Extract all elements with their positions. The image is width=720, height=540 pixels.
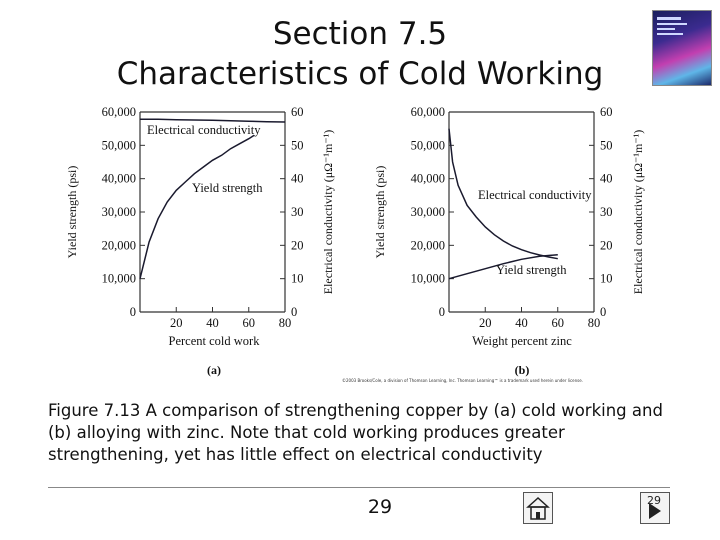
y-tick-label-left: 10,000 bbox=[102, 272, 136, 286]
ticks-a: 20 40 60 80010,00020,00030,00040,00050,0006… bbox=[102, 105, 304, 330]
y-tick-label-right: 60 bbox=[600, 105, 613, 119]
next-slide-button[interactable] bbox=[640, 492, 670, 524]
footer-divider bbox=[48, 487, 670, 488]
y-tick-label-right: 20 bbox=[291, 238, 304, 252]
y-tick-label-left: 0 bbox=[439, 305, 445, 319]
x-tick-label: 20 bbox=[170, 316, 183, 330]
electrical-conductivity-curve-a bbox=[140, 118, 286, 123]
y-tick-label-right: 0 bbox=[600, 305, 606, 319]
yield-strength-curve-a bbox=[139, 134, 255, 279]
figure-charts: 20 40 60 80010,00020,00030,00040,00050,0006… bbox=[65, 105, 645, 377]
y-tick-label-right: 60 bbox=[291, 105, 304, 119]
series-label-a-yield: Yield strength bbox=[192, 181, 263, 195]
y-tick-label-right: 10 bbox=[291, 272, 304, 286]
y-tick-label-right: 40 bbox=[291, 172, 304, 186]
panel-label-b: (b) bbox=[515, 363, 530, 377]
home-icon bbox=[526, 496, 550, 520]
y-tick-label-right: 40 bbox=[600, 172, 613, 186]
x-tick-label: 40 bbox=[515, 316, 528, 330]
x-tick-label: 60 bbox=[552, 316, 565, 330]
y-tick-label-right: 50 bbox=[291, 138, 304, 152]
x-tick-label: 80 bbox=[279, 316, 292, 330]
ylabel-a-left: Yield strength (psi) bbox=[65, 166, 79, 259]
ylabel-a-right: Electrical conductivity (μΩ⁻¹m⁻¹) bbox=[321, 130, 335, 295]
ylabel-b-left: Yield strength (psi) bbox=[373, 166, 387, 259]
y-tick-label-left: 50,000 bbox=[411, 138, 445, 152]
y-tick-label-left: 20,000 bbox=[411, 238, 445, 252]
chart-b: 20 40 60 80010,00020,00030,00040,00050,0006… bbox=[373, 105, 645, 377]
series-label-b-conductivity: Electrical conductivity bbox=[478, 188, 592, 202]
page-number: 29 bbox=[367, 496, 393, 518]
y-tick-label-left: 50,000 bbox=[102, 138, 136, 152]
y-tick-label-left: 40,000 bbox=[411, 172, 445, 186]
y-tick-label-right: 20 bbox=[600, 238, 613, 252]
x-tick-label: 40 bbox=[206, 316, 219, 330]
y-tick-label-left: 20,000 bbox=[102, 238, 136, 252]
slide-title-line-2: Characteristics of Cold Working bbox=[116, 56, 604, 92]
y-tick-label-right: 50 bbox=[600, 138, 613, 152]
y-tick-label-left: 0 bbox=[130, 305, 136, 319]
x-tick-label: 80 bbox=[588, 316, 601, 330]
y-tick-label-left: 10,000 bbox=[411, 272, 445, 286]
book-cover-image bbox=[652, 10, 712, 86]
y-tick-label-left: 60,000 bbox=[411, 105, 445, 119]
x-tick-label: 20 bbox=[479, 316, 492, 330]
series-label-b-yield: Yield strength bbox=[496, 263, 567, 277]
home-button[interactable] bbox=[523, 492, 553, 524]
y-tick-label-right: 10 bbox=[600, 272, 613, 286]
y-tick-label-left: 30,000 bbox=[102, 205, 136, 219]
x-tick-label: 60 bbox=[243, 316, 256, 330]
yield-strength-curve-b bbox=[448, 253, 558, 280]
xlabel-b: Weight percent zinc bbox=[472, 334, 572, 348]
next-slide-icon bbox=[649, 503, 661, 519]
figure-caption: Figure 7.13 A comparison of strengthenin… bbox=[48, 401, 663, 464]
y-tick-label-right: 30 bbox=[291, 205, 304, 219]
nav-page-number: 29 bbox=[647, 494, 661, 507]
y-tick-label-right: 0 bbox=[291, 305, 297, 319]
panel-label-a: (a) bbox=[207, 363, 221, 377]
ticks-b: 20 40 60 80010,00020,00030,00040,00050,0006… bbox=[411, 105, 613, 330]
chart-a: 20 40 60 80010,00020,00030,00040,00050,0006… bbox=[65, 105, 335, 377]
slide-title-line-1: Section 7.5 bbox=[272, 16, 448, 52]
xlabel-a: Percent cold work bbox=[169, 334, 261, 348]
y-tick-label-right: 30 bbox=[600, 205, 613, 219]
electrical-conductivity-curve-b bbox=[448, 128, 558, 260]
y-tick-label-left: 40,000 bbox=[102, 172, 136, 186]
ylabel-b-right: Electrical conductivity (μΩ⁻¹m⁻¹) bbox=[631, 130, 645, 295]
copyright-notice: ©2003 Brooks/Cole, a division of Thomson… bbox=[342, 378, 583, 383]
series-label-a-conductivity: Electrical conductivity bbox=[147, 123, 261, 137]
y-tick-label-left: 30,000 bbox=[411, 205, 445, 219]
y-tick-label-left: 60,000 bbox=[102, 105, 136, 119]
